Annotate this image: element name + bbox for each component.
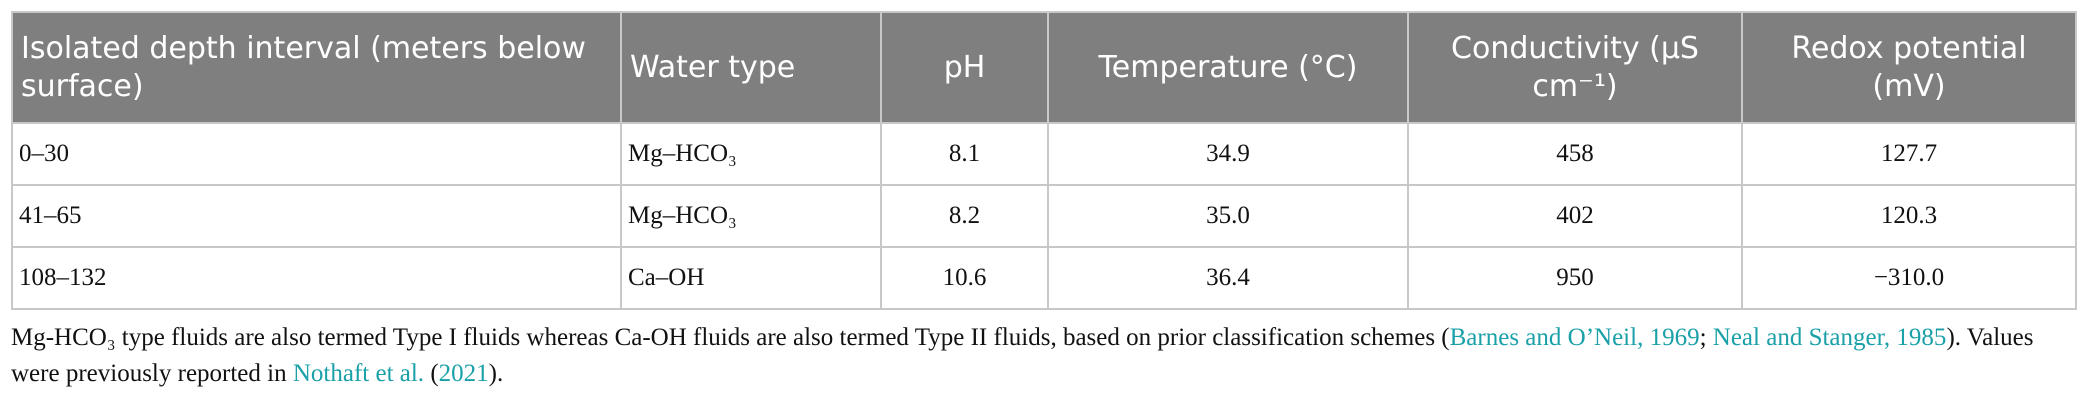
footnote-text: ( [424,360,439,387]
data-table: Isolated depth interval (meters below su… [11,11,2077,310]
table-cell: 950 [1407,246,1743,310]
table-cell: 108–132 [11,246,622,310]
column-header: Isolated depth interval (meters below su… [11,11,622,124]
table-cell: 41–65 [11,184,622,248]
table-cell: 36.4 [1047,246,1409,310]
citation-link[interactable]: 2021 [438,360,489,387]
table-cell: 34.9 [1047,122,1409,186]
table-cell: Ca–OH [620,246,882,310]
table-cell: 35.0 [1047,184,1409,248]
footnote-text: ; [1699,324,1713,351]
citation-link[interactable]: Nothaft et al. [292,360,425,387]
citation-link[interactable]: Neal and Stanger, 1985 [1712,324,1947,351]
table-row: 41–65 Mg–HCO₃ 8.2 35.0 402 120.3 [11,184,2077,248]
table-cell: Mg–HCO₃ [620,184,882,248]
citation-link[interactable]: Barnes and O’Neil, 1969 [1449,324,1700,351]
table-row: 108–132 Ca–OH 10.6 36.4 950 −310.0 [11,246,2077,310]
column-header: Water type [620,11,882,124]
column-header: Temperature (°C) [1047,11,1409,124]
header-row: Isolated depth interval (meters below su… [11,11,2077,124]
table-cell: 402 [1407,184,1743,248]
table-cell: 10.6 [880,246,1049,310]
table-cell: 458 [1407,122,1743,186]
table-row: 0–30 Mg–HCO₃ 8.1 34.9 458 127.7 [11,122,2077,186]
table-cell: 8.2 [880,184,1049,248]
table-cell: 8.1 [880,122,1049,186]
footnote-text: Mg-HCO₃ type fluids are also termed Type… [11,324,1450,351]
column-header: pH [880,11,1049,124]
table-cell: Mg–HCO₃ [620,122,882,186]
table-cell: 127.7 [1741,122,2077,186]
table-cell: 0–30 [11,122,622,186]
footnote-text: ). Values were previously reported in [11,324,2034,387]
footnote: Mg-HCO₃ type fluids are also termed Type… [11,320,2075,392]
table-cell: 120.3 [1741,184,2077,248]
column-header: Redox potential (mV) [1741,11,2077,124]
table-cell: −310.0 [1741,246,2077,310]
column-header: Conductivity (μS cm⁻¹) [1407,11,1743,124]
table-body: 0–30 Mg–HCO₃ 8.1 34.9 458 127.7 41–65 Mg–HCO₃ 8.… [11,122,2077,310]
footnote-text: ). [488,360,504,387]
